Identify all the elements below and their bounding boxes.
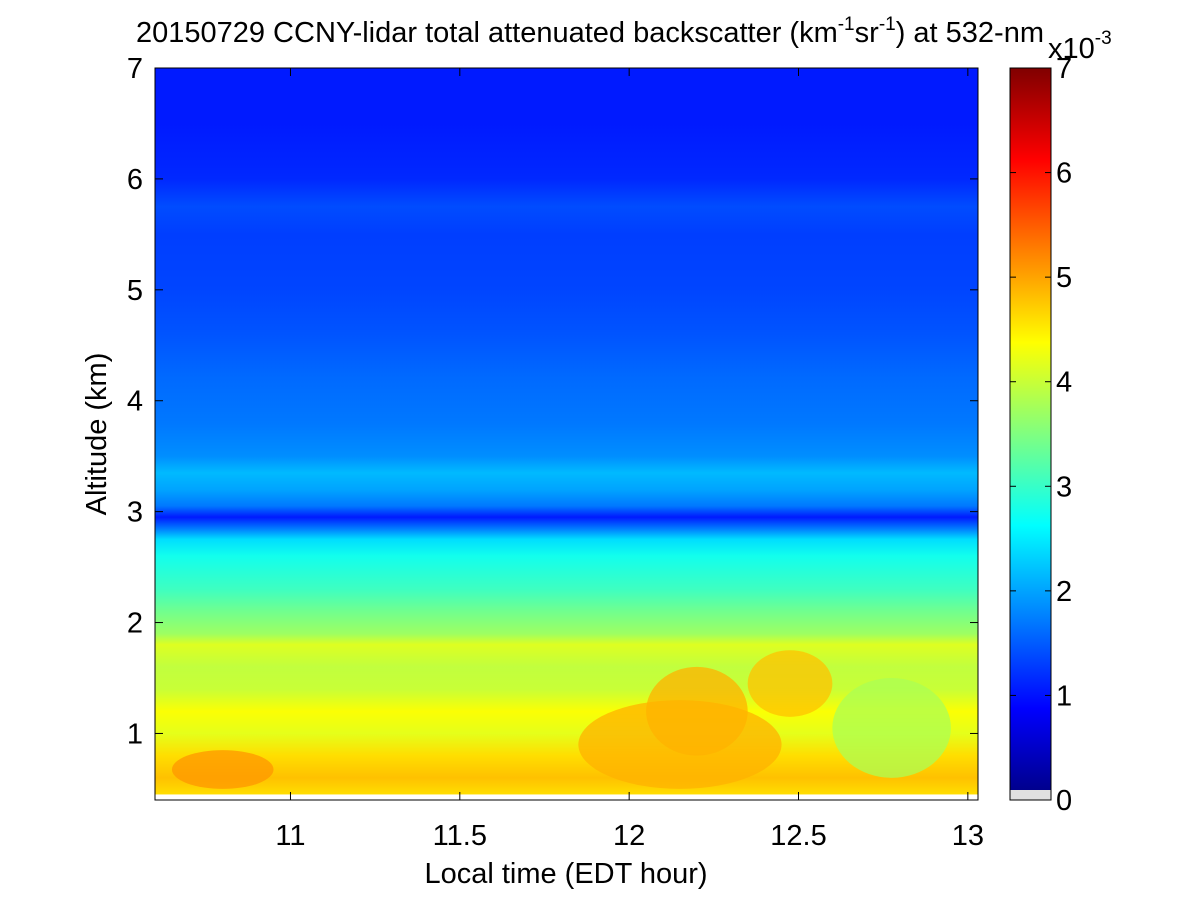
x-tick-label: 12 [613,820,645,852]
y-tick-label: 7 [127,53,143,85]
plot-area [155,68,978,800]
heatmap-background [155,68,978,795]
y-tick-label: 2 [127,608,143,640]
aerosol-patch [747,650,833,717]
colorbar-tick-label: 5 [1056,262,1072,294]
y-tick-label: 5 [127,275,143,307]
y-tick-label: 3 [127,497,143,529]
x-tick-label: 11 [275,820,305,852]
colorbar-tick-label: 3 [1056,471,1072,503]
y-tick-label: 4 [127,386,143,418]
y-axis-label: Altitude (km) [81,353,113,516]
aerosol-patch [832,678,951,778]
y-tick-label: 6 [127,164,143,196]
x-tick-label: 11.5 [433,820,487,852]
chart-title: 20150729 CCNY-lidar total attenuated bac… [136,14,1044,49]
y-tick-label: 1 [127,718,143,750]
colorbar-tick-label: 1 [1056,680,1072,712]
x-axis-label: Local time (EDT hour) [424,858,707,890]
colorbar-ticks: 0 1 2 3 4 5 6 7 [1010,53,1072,817]
heatmap-features [171,650,951,789]
colorbar-tick-label: 2 [1056,576,1072,608]
colorbar-bottom-cell [1010,790,1051,800]
colorbar-frame [1009,67,1052,801]
colorbar-tick-label: 6 [1056,158,1072,190]
aerosol-patch [171,750,274,789]
y-axis: 1 2 3 4 5 6 7 [127,53,978,750]
plot-frame [154,67,979,801]
colorbar: 0 1 2 3 4 5 6 7 x10-3 [1009,28,1112,817]
x-tick-label: 13 [952,820,984,852]
aerosol-patch [646,666,748,756]
x-tick-label: 12.5 [770,820,826,852]
colorbar-fill [1010,68,1051,800]
colorbar-tick-label: 0 [1056,785,1072,817]
x-axis: 11 11.5 12 12.5 13 [275,68,984,852]
colorbar-tick-label: 7 [1056,53,1072,85]
colorbar-tick-label: 4 [1056,367,1072,399]
colorbar-multiplier: x10-3 [1048,28,1112,65]
